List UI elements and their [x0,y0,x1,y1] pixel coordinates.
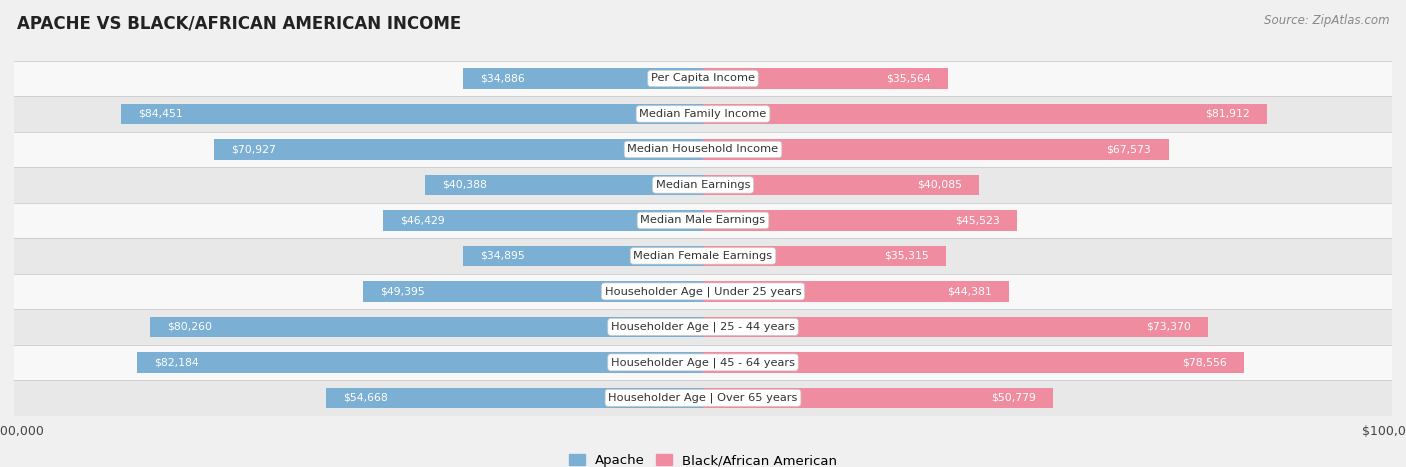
Bar [703,68,948,89]
Bar [14,203,1392,238]
Bar [703,210,1017,231]
Bar [14,61,1392,96]
Bar [703,246,946,266]
Bar [463,68,703,89]
Text: $50,779: $50,779 [991,393,1036,403]
Bar [326,388,703,408]
Text: $44,381: $44,381 [946,286,991,297]
Bar [703,388,1053,408]
Text: Median Female Earnings: Median Female Earnings [634,251,772,261]
Bar [14,345,1392,380]
Text: $82,184: $82,184 [155,357,198,368]
Bar [14,309,1392,345]
Bar [463,246,703,266]
Bar [14,380,1392,416]
Bar [150,317,703,337]
Text: $45,523: $45,523 [955,215,1000,226]
Text: $67,573: $67,573 [1107,144,1152,155]
Bar [14,167,1392,203]
Bar [425,175,703,195]
Text: Median Household Income: Median Household Income [627,144,779,155]
Bar [703,104,1267,124]
Text: $54,668: $54,668 [343,393,388,403]
Bar [14,274,1392,309]
Bar [703,281,1008,302]
Bar [14,96,1392,132]
Text: Per Capita Income: Per Capita Income [651,73,755,84]
Text: Median Male Earnings: Median Male Earnings [641,215,765,226]
Bar [382,210,703,231]
Text: Median Family Income: Median Family Income [640,109,766,119]
Text: $80,260: $80,260 [167,322,212,332]
Text: $46,429: $46,429 [401,215,446,226]
Text: Source: ZipAtlas.com: Source: ZipAtlas.com [1264,14,1389,27]
Bar [14,132,1392,167]
Text: $70,927: $70,927 [232,144,277,155]
Bar [703,139,1168,160]
Text: $35,315: $35,315 [884,251,929,261]
Text: Householder Age | 25 - 44 years: Householder Age | 25 - 44 years [612,322,794,332]
Text: $73,370: $73,370 [1146,322,1191,332]
Bar [703,317,1209,337]
Text: APACHE VS BLACK/AFRICAN AMERICAN INCOME: APACHE VS BLACK/AFRICAN AMERICAN INCOME [17,14,461,32]
Text: $34,886: $34,886 [479,73,524,84]
Text: $40,085: $40,085 [917,180,962,190]
Text: $34,895: $34,895 [479,251,524,261]
Bar [363,281,703,302]
Text: $78,556: $78,556 [1182,357,1227,368]
Legend: Apache, Black/African American: Apache, Black/African American [564,449,842,467]
Bar [214,139,703,160]
Text: $40,388: $40,388 [441,180,486,190]
Text: Householder Age | Under 25 years: Householder Age | Under 25 years [605,286,801,297]
Text: Median Earnings: Median Earnings [655,180,751,190]
Bar [14,238,1392,274]
Text: Householder Age | Over 65 years: Householder Age | Over 65 years [609,393,797,403]
Text: $35,564: $35,564 [886,73,931,84]
Bar [703,175,979,195]
Text: Householder Age | 45 - 64 years: Householder Age | 45 - 64 years [612,357,794,368]
Bar [121,104,703,124]
Text: $81,912: $81,912 [1205,109,1250,119]
Bar [703,352,1244,373]
Text: $49,395: $49,395 [380,286,425,297]
Bar [136,352,703,373]
Text: $84,451: $84,451 [138,109,183,119]
